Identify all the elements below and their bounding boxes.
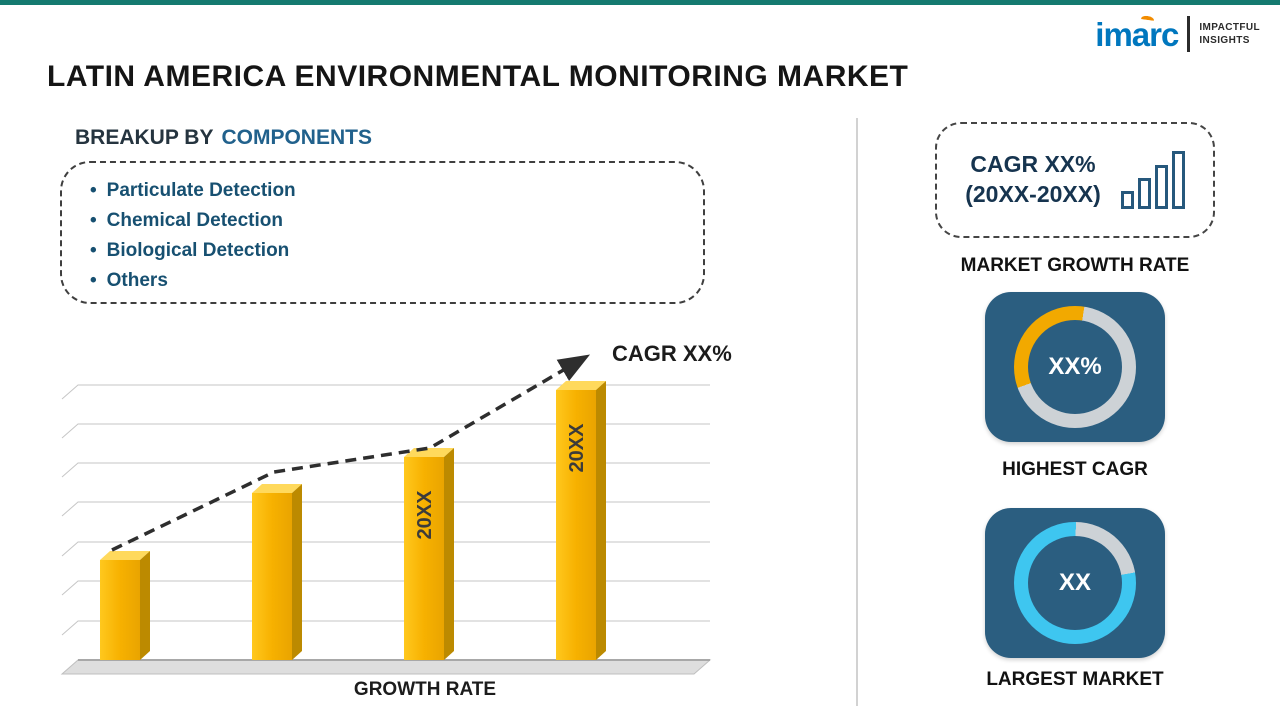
page-title: LATIN AMERICA ENVIRONMENTAL MONITORING M… — [47, 60, 909, 93]
gridline — [61, 501, 710, 517]
highest-cagr-donut: XX% — [1014, 306, 1136, 428]
chart-floor — [60, 659, 712, 675]
breakup-item: Biological Detection — [90, 236, 703, 266]
highest-cagr-value: XX% — [1048, 353, 1102, 380]
gridline — [61, 423, 710, 439]
cagr-annotation: CAGR XX% — [612, 341, 732, 366]
bar-year-label: 20XX — [566, 423, 588, 473]
bar-3d — [252, 484, 302, 493]
largest-market-label: LARGEST MARKET — [986, 669, 1164, 690]
logo-tagline: IMPACTFUL INSIGHTS — [1199, 21, 1260, 48]
growth-bar-2 — [1137, 178, 1151, 209]
logo-brand: imarc — [1095, 14, 1179, 53]
highest-cagr-label: HIGHEST CAGR — [1002, 459, 1148, 480]
gridline — [61, 541, 710, 557]
growth-rate-axis-label: GROWTH RATE — [353, 679, 497, 700]
growth-bar-1 — [1120, 191, 1134, 209]
breakup-item: Particulate Detection — [90, 176, 703, 206]
bar-3d — [596, 381, 606, 660]
bar-3d — [556, 381, 606, 390]
donut-hole: XX% — [1028, 320, 1122, 414]
donut-hole: XX — [1028, 536, 1122, 630]
bar-3d — [100, 560, 140, 660]
cagr-box: CAGR XX% (20XX-20XX) — [935, 122, 1215, 238]
trend-arrow — [111, 354, 591, 552]
cagr-box-line2: (20XX-20XX) — [965, 181, 1101, 207]
breakup-list: Particulate DetectionChemical DetectionB… — [90, 176, 703, 296]
imarc-logo: imarc IMPACTFUL INSIGHTS — [1095, 14, 1260, 53]
largest-market-value: XX — [1058, 569, 1091, 596]
largest-market-donut: XX — [1014, 522, 1136, 644]
growth-bar-4 — [1171, 151, 1185, 209]
bars-group: 20XX 20XX — [100, 381, 606, 660]
logo-brand-text: imarc — [1095, 15, 1179, 53]
bar-3d — [404, 457, 444, 660]
cagr-box-text: CAGR XX% (20XX-20XX) — [965, 150, 1101, 210]
bar-3d — [556, 390, 596, 660]
bar-3d — [100, 551, 150, 560]
gridline — [61, 462, 710, 478]
growth-rate-chart: 20XX 20XX — [60, 354, 712, 675]
highest-cagr-card: XX% — [985, 292, 1165, 442]
largest-market-card: XX — [985, 508, 1165, 658]
chart-gridlines — [61, 384, 710, 636]
gridline — [61, 620, 710, 636]
gridline — [61, 384, 710, 400]
growth-bars-icon — [1120, 151, 1185, 209]
breakup-heading-prefix: BREAKUP BY — [75, 126, 214, 149]
cagr-box-line1: CAGR XX% — [970, 151, 1096, 178]
bar-year-label: 20XX — [414, 490, 436, 540]
logo-tagline-line1: IMPACTFUL — [1199, 21, 1260, 33]
logo-tagline-line2: INSIGHTS — [1199, 35, 1250, 46]
logo-divider — [1187, 16, 1191, 52]
breakup-heading-highlight: COMPONENTS — [221, 126, 372, 149]
market-growth-rate-label: MARKET GROWTH RATE — [960, 255, 1190, 276]
breakup-heading: BREAKUP BY COMPONENTS — [75, 126, 372, 150]
breakup-item: Chemical Detection — [90, 206, 703, 236]
gridline — [61, 580, 710, 596]
breakup-box: Particulate DetectionChemical DetectionB… — [60, 161, 705, 304]
bar-3d — [140, 551, 150, 660]
top-accent-bar — [0, 0, 1280, 5]
section-divider — [856, 118, 858, 706]
breakup-item: Others — [90, 266, 703, 296]
bar-3d — [252, 493, 292, 660]
bar-3d — [444, 448, 454, 660]
bar-3d — [292, 484, 302, 660]
bar-3d — [404, 448, 454, 457]
growth-bar-3 — [1154, 165, 1168, 209]
